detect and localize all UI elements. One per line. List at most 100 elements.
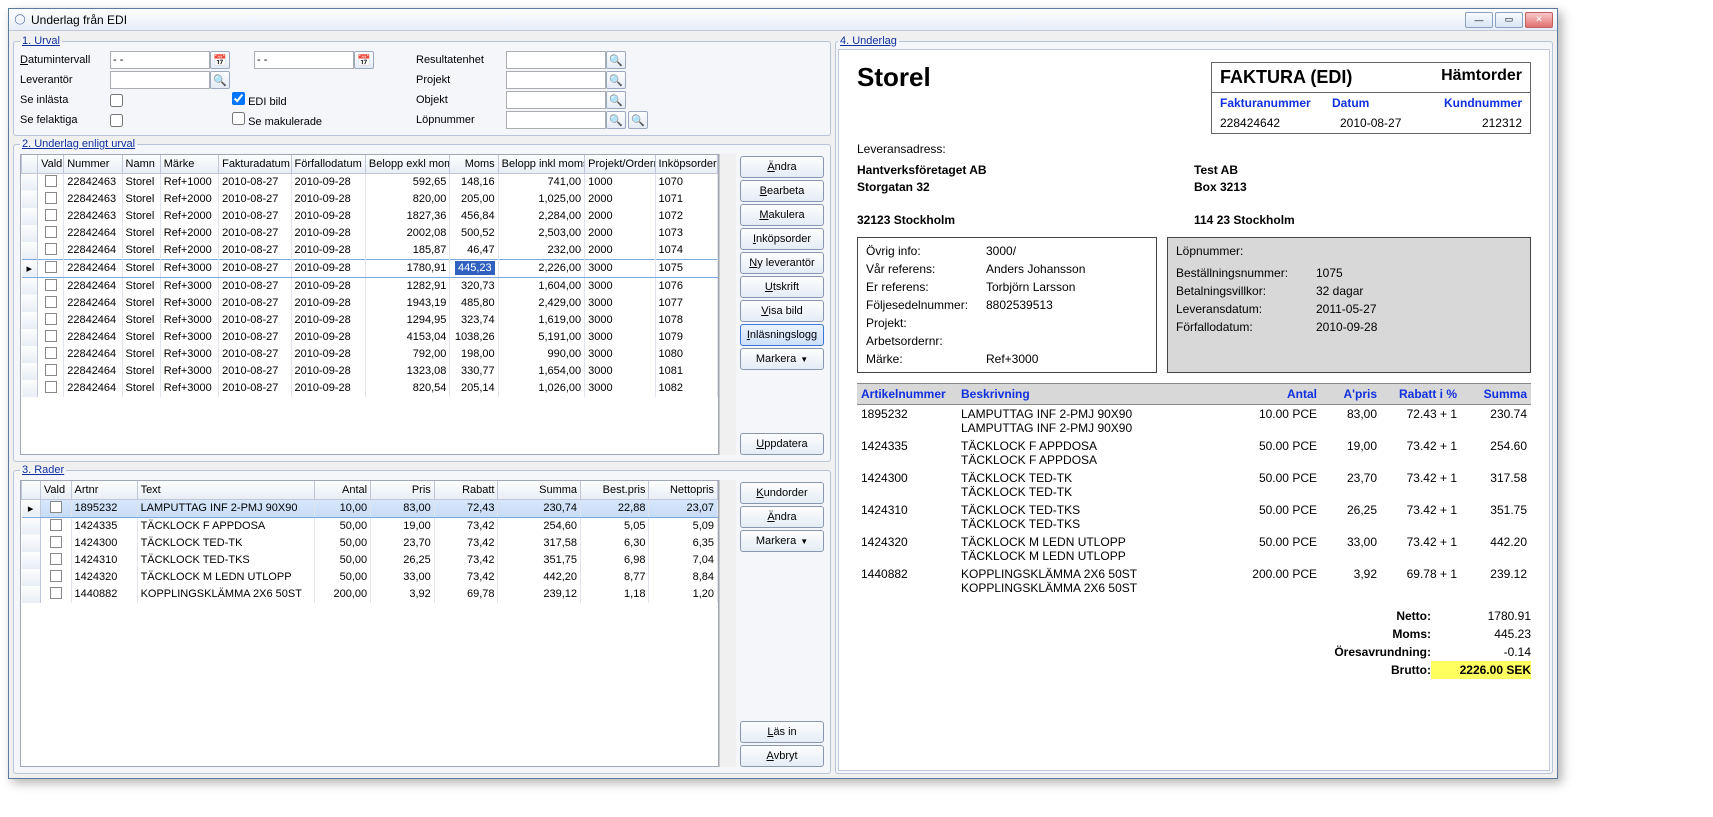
- underlag-row[interactable]: 22842464StorelRef+30002010-08-272010-09-…: [22, 312, 718, 329]
- btn-visabild[interactable]: Visa bild: [740, 300, 824, 322]
- projekt-lookup-icon[interactable]: 🔍: [606, 71, 626, 89]
- objekt-input[interactable]: [506, 91, 606, 109]
- lopnummer-lookup-icon[interactable]: 🔍: [606, 111, 626, 129]
- semakulerade-checkbox[interactable]: [232, 112, 245, 125]
- row-checkbox[interactable]: [45, 226, 57, 238]
- underlag-col[interactable]: Nummer: [64, 155, 122, 173]
- maximize-button[interactable]: ▭: [1495, 12, 1523, 28]
- sefelaktiga-checkbox[interactable]: [110, 114, 123, 127]
- row-checkbox[interactable]: [45, 192, 57, 204]
- underlag-row[interactable]: 22842464StorelRef+20002010-08-272010-09-…: [22, 242, 718, 260]
- rader-col[interactable]: Antal: [314, 481, 371, 499]
- btn-utskrift[interactable]: Utskrift: [740, 276, 824, 298]
- underlag-col[interactable]: Vald: [38, 155, 64, 173]
- underlag-row[interactable]: 22842463StorelRef+20002010-08-272010-09-…: [22, 208, 718, 225]
- underlag-row[interactable]: 22842464StorelRef+20002010-08-272010-09-…: [22, 225, 718, 242]
- row-checkbox[interactable]: [50, 519, 62, 531]
- rader-col[interactable]: Nettopris: [649, 481, 718, 499]
- objekt-lookup-icon[interactable]: 🔍: [606, 91, 626, 109]
- rader-row[interactable]: 1424335TÄCKLOCK F APPDOSA 50,0019,0073,4…: [22, 517, 718, 535]
- underlag-row[interactable]: ▸ 22842464StorelRef+30002010-08-272010-0…: [22, 259, 718, 277]
- rader-scrollbar[interactable]: [719, 480, 736, 767]
- rader-col[interactable]: Vald: [40, 481, 71, 499]
- btn-makulera[interactable]: Makulera: [740, 204, 824, 226]
- underlag-col[interactable]: Namn: [122, 155, 160, 173]
- leverantor-lookup-icon[interactable]: 🔍: [210, 71, 230, 89]
- row-checkbox[interactable]: [45, 175, 57, 187]
- rader-col[interactable]: Rabatt: [434, 481, 498, 499]
- btn-markera-rader[interactable]: Markera▼: [740, 530, 824, 552]
- projekt-input[interactable]: [506, 71, 606, 89]
- resultatenhet-lookup-icon[interactable]: 🔍: [606, 51, 626, 69]
- seinlasta-checkbox[interactable]: [110, 94, 123, 107]
- btn-ndra[interactable]: Ändra: [740, 506, 824, 528]
- rader-row[interactable]: 1424310TÄCKLOCK TED-TKS 50,0026,2573,42 …: [22, 552, 718, 569]
- row-checkbox[interactable]: [45, 279, 57, 291]
- row-checkbox[interactable]: [45, 381, 57, 393]
- btn-inlsningslogg[interactable]: Inläsningslogg: [740, 324, 824, 346]
- close-button[interactable]: ✕: [1525, 12, 1553, 28]
- btn-avbryt[interactable]: Avbryt: [740, 745, 824, 767]
- underlag-legend[interactable]: 2. Underlag enligt urval: [20, 138, 137, 150]
- edibild-checkbox[interactable]: [232, 92, 245, 105]
- row-checkbox[interactable]: [45, 364, 57, 376]
- row-checkbox[interactable]: [45, 243, 57, 255]
- underlag-col[interactable]: Belopp exkl moms: [365, 155, 449, 173]
- btn-ndra[interactable]: Ändra: [740, 156, 824, 178]
- rader-col[interactable]: Best.pris: [581, 481, 649, 499]
- btn-inkpsorder[interactable]: Inköpsorder: [740, 228, 824, 250]
- underlag-col[interactable]: Fakturadatum: [219, 155, 291, 173]
- lopnummer-extra-icon[interactable]: 🔍: [628, 111, 648, 129]
- minimize-button[interactable]: —: [1465, 12, 1493, 28]
- rader-row[interactable]: 1440882KOPPLINGSKLÄMMA 2X6 50ST 200,003,…: [22, 586, 718, 603]
- row-checkbox[interactable]: [50, 570, 62, 582]
- row-checkbox[interactable]: [45, 313, 57, 325]
- titlebar[interactable]: ◯ Underlag från EDI — ▭ ✕: [9, 9, 1557, 31]
- leverantor-input[interactable]: [110, 71, 210, 89]
- underlag-row[interactable]: 22842464StorelRef+30002010-08-272010-09-…: [22, 277, 718, 295]
- row-checkbox[interactable]: [45, 209, 57, 221]
- date-from-input[interactable]: [110, 51, 210, 69]
- lopnummer-input[interactable]: [506, 111, 606, 129]
- invoice-viewer[interactable]: Storel FAKTURA (EDI) Hämtorder Fakturanu…: [838, 49, 1550, 771]
- urval-legend[interactable]: 1. Urval: [20, 35, 62, 47]
- underlag-row[interactable]: 22842464StorelRef+30002010-08-272010-09-…: [22, 346, 718, 363]
- date-to-input[interactable]: [254, 51, 354, 69]
- row-checkbox[interactable]: [45, 261, 57, 273]
- row-checkbox[interactable]: [50, 501, 62, 513]
- row-checkbox[interactable]: [50, 553, 62, 565]
- date-to-picker-icon[interactable]: 📅: [354, 51, 374, 69]
- date-from-picker-icon[interactable]: 📅: [210, 51, 230, 69]
- underlag-col[interactable]: Belopp inkl moms: [498, 155, 584, 173]
- underlag-col[interactable]: Märke: [160, 155, 218, 173]
- row-checkbox[interactable]: [50, 536, 62, 548]
- underlag-row[interactable]: 22842464StorelRef+30002010-08-272010-09-…: [22, 329, 718, 346]
- underlag-col[interactable]: Projekt/Ordernum: [585, 155, 655, 173]
- resultatenhet-input[interactable]: [506, 51, 606, 69]
- btn-bearbeta[interactable]: Bearbeta: [740, 180, 824, 202]
- rader-grid[interactable]: ValdArtnrTextAntalPrisRabattSummaBest.pr…: [20, 480, 719, 767]
- underlag-row[interactable]: 22842464StorelRef+30002010-08-272010-09-…: [22, 295, 718, 312]
- underlag-col[interactable]: Inköpsorder: [655, 155, 717, 173]
- row-checkbox[interactable]: [45, 296, 57, 308]
- underlag-row[interactable]: 22842463StorelRef+20002010-08-272010-09-…: [22, 191, 718, 208]
- btn-markera[interactable]: Markera▼: [740, 348, 824, 370]
- underlag-row[interactable]: 22842464StorelRef+30002010-08-272010-09-…: [22, 380, 718, 397]
- rader-col[interactable]: Text: [137, 481, 314, 499]
- underlag-row[interactable]: 22842463StorelRef+10002010-08-272010-09-…: [22, 173, 718, 191]
- underlag-grid[interactable]: ValdNummerNamnMärkeFakturadatumFörfallod…: [20, 154, 719, 455]
- rader-col[interactable]: Pris: [371, 481, 435, 499]
- rader-col[interactable]: Summa: [498, 481, 581, 499]
- btn-lasin[interactable]: Läs in: [740, 721, 824, 743]
- rader-row[interactable]: 1424300TÄCKLOCK TED-TK 50,0023,7073,42 3…: [22, 535, 718, 552]
- rader-legend[interactable]: 3. Rader: [20, 464, 66, 476]
- underlag-col[interactable]: Moms: [450, 155, 498, 173]
- btn-nyleverantr[interactable]: Ny leverantör: [740, 252, 824, 274]
- underlag-scrollbar[interactable]: [719, 154, 736, 455]
- btn-kundorder[interactable]: Kundorder: [740, 482, 824, 504]
- underlag-col[interactable]: Förfallodatum: [291, 155, 365, 173]
- row-checkbox[interactable]: [45, 347, 57, 359]
- btn-uppdatera[interactable]: Uppdatera: [740, 433, 824, 455]
- row-checkbox[interactable]: [45, 330, 57, 342]
- rader-row[interactable]: ▸ 1895232LAMPUTTAG INF 2-PMJ 90X90 10,00…: [22, 499, 718, 517]
